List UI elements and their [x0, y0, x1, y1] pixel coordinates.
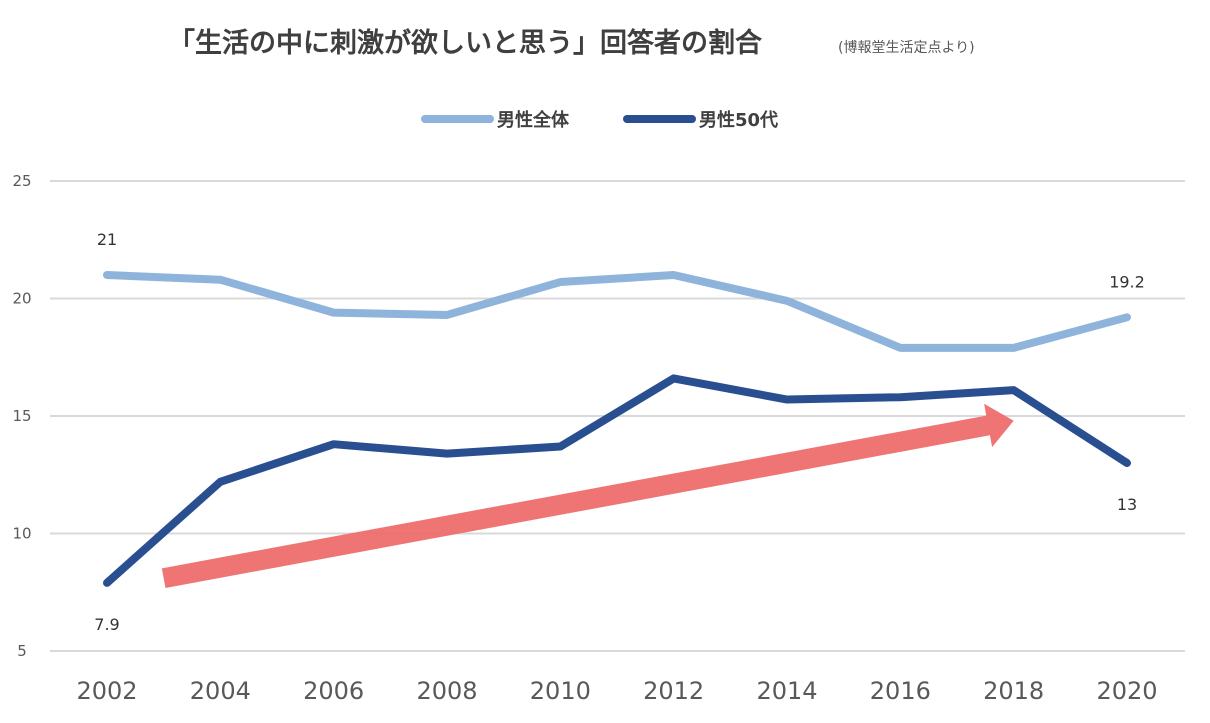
trend-arrow-layer: [161, 403, 1014, 588]
x-tick-label: 2010: [530, 677, 591, 705]
chart-subtitle: (博報堂生活定点より): [838, 39, 975, 56]
series-line-0: [103, 271, 1131, 352]
y-tick-label: 20: [12, 290, 31, 308]
x-tick-label: 2002: [76, 677, 137, 705]
x-tick-label: 2004: [190, 677, 251, 705]
y-tick-label: 25: [12, 172, 31, 190]
x-tick-label: 2018: [983, 677, 1044, 705]
series-line-1: [103, 374, 1131, 587]
data-label: 7.9: [94, 615, 119, 634]
data-label: 21: [97, 230, 117, 249]
y-axis: 5 10 15 20 25: [12, 172, 31, 660]
chart-title: 「生活の中に刺激が欲しいと思う」回答者の割合: [168, 27, 762, 59]
trend-arrow-shape: [161, 403, 1014, 588]
trend-arrow: [161, 403, 1014, 588]
data-label: 19.2: [1109, 272, 1145, 291]
x-tick-label: 2012: [643, 677, 704, 705]
y-tick-label: 10: [12, 525, 31, 543]
x-tick-label: 2020: [1096, 677, 1157, 705]
legend: 男性全体 男性50代: [421, 109, 778, 131]
series-layer: [103, 271, 1131, 587]
x-tick-label: 2014: [756, 677, 817, 705]
y-tick-label: 5: [17, 642, 27, 660]
data-label: 13: [1117, 495, 1137, 514]
x-tick-label: 2006: [303, 677, 364, 705]
x-axis: 2002 2004 2006 2008 2010 2012 2014 2016 2018 2020: [76, 677, 1157, 705]
legend-label-series-1: 男性50代: [699, 109, 778, 131]
x-tick-label: 2016: [870, 677, 931, 705]
x-tick-label: 2008: [416, 677, 477, 705]
data-labels: 21 19.2 7.9 13: [94, 230, 1145, 634]
y-tick-label: 15: [12, 407, 31, 425]
legend-label-series-0: 男性全体: [497, 109, 570, 131]
